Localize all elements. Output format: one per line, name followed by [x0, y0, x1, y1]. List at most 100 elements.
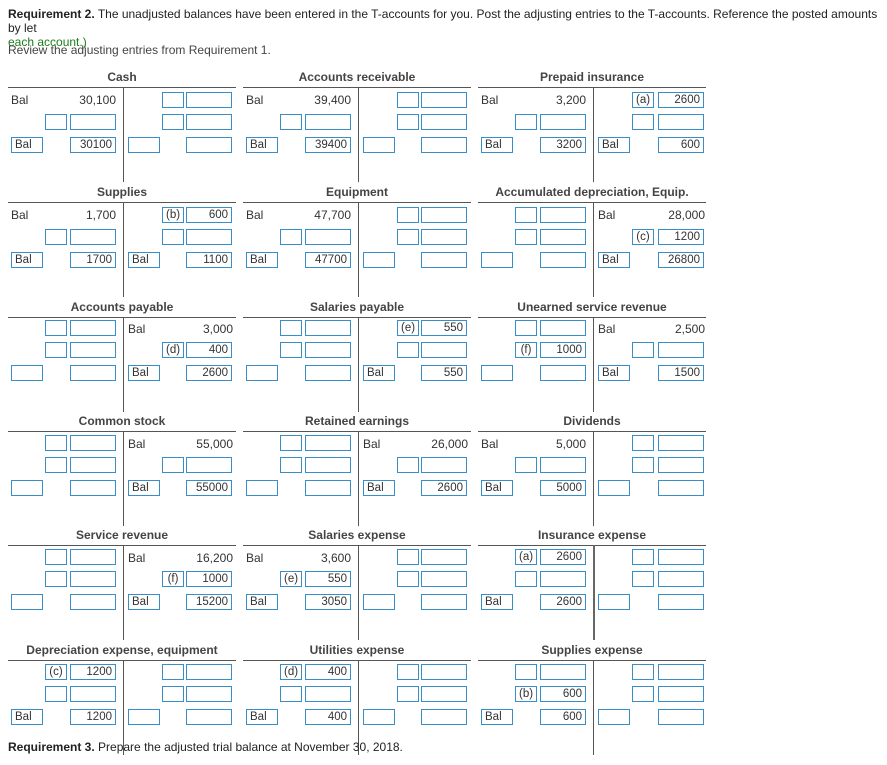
ref-input[interactable] — [397, 342, 419, 358]
end-label-input[interactable] — [128, 137, 160, 153]
end-amount-input[interactable] — [186, 137, 232, 153]
end-bal-label[interactable]: Bal — [128, 594, 160, 610]
amount-input[interactable]: 400 — [305, 664, 351, 680]
ref-input[interactable] — [632, 686, 654, 702]
amount-input[interactable]: 600 — [186, 207, 232, 223]
end-bal-value[interactable]: 550 — [421, 365, 467, 381]
end-bal-value[interactable]: 30100 — [70, 137, 116, 153]
ref-input[interactable] — [632, 571, 654, 587]
end-bal-value[interactable]: 26800 — [658, 252, 704, 268]
amount-input[interactable] — [70, 571, 116, 587]
amount-input[interactable] — [540, 664, 586, 680]
end-amount-input[interactable] — [421, 594, 467, 610]
ref-input[interactable] — [162, 664, 184, 680]
amount-input[interactable] — [658, 664, 704, 680]
amount-input[interactable] — [421, 686, 467, 702]
amount-input[interactable] — [658, 686, 704, 702]
amount-input[interactable] — [186, 664, 232, 680]
end-amount-input[interactable] — [70, 480, 116, 496]
end-label-input[interactable] — [11, 594, 43, 610]
ref-input[interactable]: (a) — [632, 92, 654, 108]
ref-input[interactable] — [280, 457, 302, 473]
amount-input[interactable] — [421, 92, 467, 108]
end-label-input[interactable] — [481, 252, 513, 268]
amount-input[interactable] — [421, 229, 467, 245]
amount-input[interactable] — [658, 549, 704, 565]
ref-input[interactable] — [632, 457, 654, 473]
end-bal-label[interactable]: Bal — [246, 252, 278, 268]
ref-input[interactable] — [632, 435, 654, 451]
ref-input[interactable] — [162, 229, 184, 245]
end-amount-input[interactable] — [658, 480, 704, 496]
end-bal-value-credit[interactable]: 600 — [658, 137, 704, 153]
end-bal-label[interactable]: Bal — [598, 252, 630, 268]
end-label-input[interactable] — [11, 365, 43, 381]
amount-input[interactable] — [658, 435, 704, 451]
end-bal-value-credit[interactable]: 1100 — [186, 252, 232, 268]
amount-input[interactable] — [186, 114, 232, 130]
end-bal-label[interactable]: Bal — [128, 480, 160, 496]
amount-input[interactable] — [70, 229, 116, 245]
ref-input[interactable] — [515, 229, 537, 245]
amount-input[interactable] — [421, 342, 467, 358]
amount-input[interactable] — [658, 342, 704, 358]
ref-input[interactable] — [515, 207, 537, 223]
amount-input[interactable] — [186, 457, 232, 473]
ref-input[interactable] — [632, 664, 654, 680]
ref-input[interactable] — [280, 686, 302, 702]
end-bal-value[interactable]: 1200 — [70, 709, 116, 725]
end-bal-value[interactable]: 3200 — [540, 137, 586, 153]
amount-input[interactable] — [421, 571, 467, 587]
ref-input[interactable] — [45, 320, 67, 336]
end-bal-label[interactable]: Bal — [246, 137, 278, 153]
ref-input[interactable] — [162, 92, 184, 108]
end-label-input[interactable] — [481, 365, 513, 381]
end-label-input[interactable] — [11, 480, 43, 496]
amount-input[interactable] — [540, 457, 586, 473]
end-bal-label[interactable]: Bal — [246, 594, 278, 610]
ref-input[interactable]: (e) — [397, 320, 419, 336]
amount-input[interactable] — [70, 320, 116, 336]
end-bal-label[interactable]: Bal — [481, 709, 513, 725]
ref-input[interactable] — [162, 114, 184, 130]
ref-input[interactable] — [397, 229, 419, 245]
ref-input[interactable]: (c) — [632, 229, 654, 245]
amount-input[interactable]: 1000 — [186, 571, 232, 587]
ref-input[interactable] — [515, 571, 537, 587]
ref-input[interactable] — [280, 320, 302, 336]
end-bal-label-credit[interactable]: Bal — [598, 137, 630, 153]
ref-input[interactable] — [397, 686, 419, 702]
end-bal-value[interactable]: 2600 — [186, 365, 232, 381]
ref-input[interactable]: (d) — [280, 664, 302, 680]
amount-input[interactable] — [186, 229, 232, 245]
amount-input[interactable] — [658, 457, 704, 473]
ref-input[interactable] — [45, 229, 67, 245]
end-bal-value[interactable]: 2600 — [540, 594, 586, 610]
amount-input[interactable] — [70, 457, 116, 473]
ref-input[interactable] — [280, 435, 302, 451]
amount-input[interactable] — [305, 320, 351, 336]
end-bal-label[interactable]: Bal — [246, 709, 278, 725]
ref-input[interactable] — [397, 571, 419, 587]
amount-input[interactable] — [540, 207, 586, 223]
end-label-input[interactable] — [363, 252, 395, 268]
end-bal-value[interactable]: 5000 — [540, 480, 586, 496]
end-amount-input[interactable] — [70, 594, 116, 610]
end-bal-value[interactable]: 3050 — [305, 594, 351, 610]
end-bal-label[interactable]: Bal — [481, 480, 513, 496]
ref-input[interactable]: (c) — [45, 664, 67, 680]
amount-input[interactable]: 600 — [540, 686, 586, 702]
amount-input[interactable] — [305, 435, 351, 451]
ref-input[interactable] — [515, 114, 537, 130]
ref-input[interactable] — [45, 549, 67, 565]
end-amount-input[interactable] — [658, 709, 704, 725]
ref-input[interactable] — [397, 207, 419, 223]
end-label-input[interactable] — [363, 594, 395, 610]
ref-input[interactable] — [280, 342, 302, 358]
end-amount-input[interactable] — [658, 594, 704, 610]
end-label-input[interactable] — [246, 365, 278, 381]
ref-input[interactable] — [45, 457, 67, 473]
end-bal-label[interactable]: Bal — [481, 137, 513, 153]
ref-input[interactable] — [515, 664, 537, 680]
ref-input[interactable] — [397, 664, 419, 680]
